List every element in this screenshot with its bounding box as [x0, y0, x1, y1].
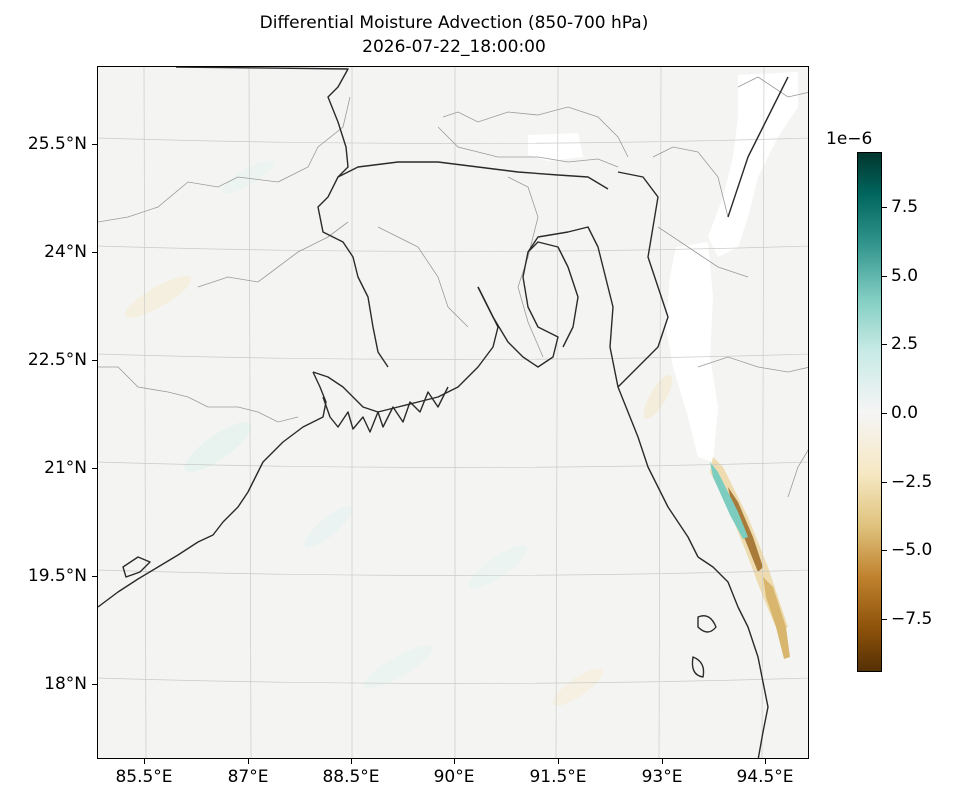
lat-tick-mark	[92, 360, 97, 361]
map-plot-area	[97, 66, 809, 759]
colorbar-tick-mark	[882, 276, 887, 277]
moisture-advection-field	[124, 160, 673, 706]
lon-tick-mark	[558, 759, 559, 764]
lat-tick-label: 19.5°N	[27, 566, 87, 586]
colorbar	[857, 152, 882, 672]
colorbar-tick-label: 2.5	[891, 334, 919, 354]
colorbar-tick-label: −5.0	[891, 540, 933, 560]
map-timestamp: 2026-07-22_18:00:00	[362, 37, 546, 57]
lat-tick-mark	[92, 468, 97, 469]
lon-tick-mark	[662, 759, 663, 764]
coastline-and-borders	[98, 67, 789, 758]
lat-tick-label: 21°N	[44, 458, 87, 478]
colorbar-exponent: 1e−6	[826, 129, 873, 149]
colorbar-tick-label: −7.5	[891, 609, 933, 629]
colorbar-tick-mark	[882, 550, 887, 551]
lon-tick-label: 85.5°E	[115, 767, 173, 787]
lon-tick-mark	[765, 759, 766, 764]
state-borders	[98, 76, 808, 498]
colorbar-tick-label: 7.5	[891, 197, 919, 217]
lon-tick-label: 87°E	[227, 767, 269, 787]
colorbar-tick-label: 0.0	[891, 403, 919, 423]
lat-tick-mark	[92, 252, 97, 253]
colorbar-tick-label: 5.0	[891, 266, 919, 286]
lon-tick-label: 93°E	[641, 767, 683, 787]
lon-tick-label: 91.5°E	[529, 767, 587, 787]
lon-tick-mark	[454, 759, 455, 764]
colorbar-tick-mark	[882, 207, 887, 208]
lon-tick-label: 94.5°E	[736, 767, 794, 787]
lat-tick-mark	[92, 144, 97, 145]
lat-tick-label: 24°N	[44, 242, 87, 262]
lat-tick-label: 22.5°N	[27, 350, 87, 370]
lat-tick-mark	[92, 576, 97, 577]
colorbar-tick-mark	[882, 413, 887, 414]
colorbar-tick-mark	[882, 344, 887, 345]
colorbar-tick-mark	[882, 619, 887, 620]
lat-tick-mark	[92, 684, 97, 685]
lat-tick-label: 25.5°N	[27, 134, 87, 154]
lat-tick-label: 18°N	[44, 674, 87, 694]
colorbar-tick-label: −2.5	[891, 472, 933, 492]
lon-tick-mark	[248, 759, 249, 764]
map-title: Differential Moisture Advection (850-700…	[259, 13, 649, 33]
colorbar-tick-mark	[882, 482, 887, 483]
coastal-advection-band	[710, 457, 790, 659]
lon-tick-label: 90°E	[433, 767, 475, 787]
lon-tick-label: 88.5°E	[322, 767, 380, 787]
lon-tick-mark	[144, 759, 145, 764]
lon-tick-mark	[351, 759, 352, 764]
